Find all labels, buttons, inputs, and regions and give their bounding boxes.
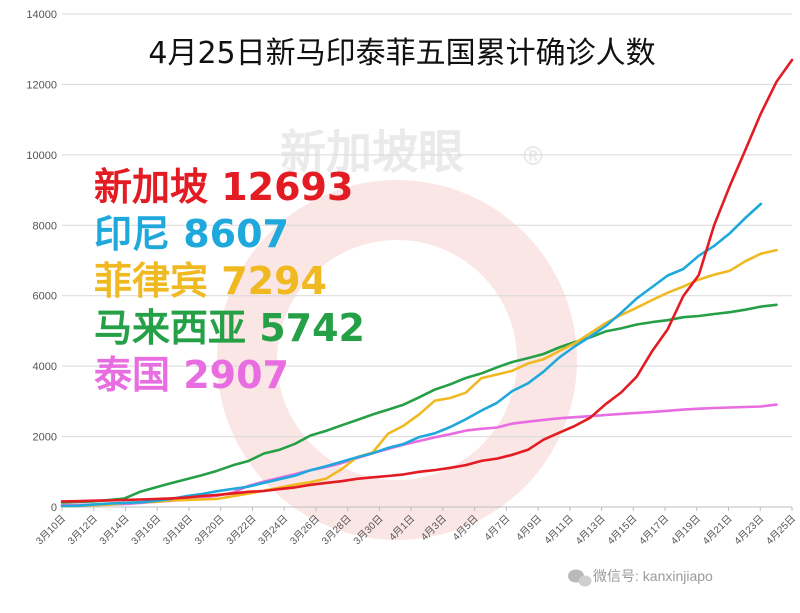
x-tick-label: 4月9日 <box>514 513 544 543</box>
x-tick-label: 4月19日 <box>668 513 702 547</box>
watermark: 新加坡眼 ® <box>217 125 577 540</box>
x-tick-label: 4月11日 <box>542 513 576 547</box>
x-tick-label: 3月12日 <box>65 513 99 547</box>
legend-entry: 印尼 8607 <box>94 212 289 256</box>
watermark-inner <box>277 240 517 480</box>
y-tick-label: 14000 <box>26 9 57 21</box>
y-tick-label: 10000 <box>26 150 57 162</box>
x-tick-label: 4月15日 <box>605 513 639 547</box>
watermark-text: 新加坡眼 <box>280 125 464 179</box>
x-tick-label: 3月24日 <box>256 513 290 547</box>
chart-title: 4月25日新马印泰菲五国累计确诊人数 <box>148 36 655 71</box>
x-tick-label: 3月20日 <box>192 513 226 547</box>
wechat-icon <box>568 569 592 587</box>
x-tick-label: 4月21日 <box>700 513 734 547</box>
x-tick-label: 3月16日 <box>129 513 163 547</box>
legend-entry: 马来西亚 5742 <box>94 306 365 350</box>
footer-text: 微信号: kanxinjiapo <box>593 568 713 584</box>
series-lines <box>60 58 794 508</box>
legend-entry: 新加坡 12693 <box>94 165 353 209</box>
x-tick-label: 4月17日 <box>637 513 671 547</box>
legend-entry: 泰国 2907 <box>94 353 289 397</box>
footer: 微信号: kanxinjiapo <box>568 568 713 587</box>
x-tick-label: 4月25日 <box>764 513 798 547</box>
y-tick-label: 6000 <box>33 291 57 303</box>
watermark-registered: ® <box>520 142 546 172</box>
y-tick-label: 0 <box>51 502 57 514</box>
x-tick-label: 3月10日 <box>34 513 68 547</box>
x-tick-label: 4月23日 <box>732 513 766 547</box>
series-line-3 <box>60 248 778 508</box>
x-tick-label: 4月13日 <box>573 513 607 547</box>
x-tick-label: 3月22日 <box>224 513 258 547</box>
y-tick-label: 2000 <box>33 432 57 444</box>
y-tick-label: 12000 <box>26 79 57 91</box>
series-line-1 <box>60 58 794 503</box>
x-tick-label: 3月26日 <box>288 513 322 547</box>
x-tick-label: 3月18日 <box>161 513 195 547</box>
series-line-4 <box>60 303 778 504</box>
y-axis: 0 2000 4000 6000 8000 10000 12000 14000 <box>26 9 57 514</box>
y-tick-label: 4000 <box>33 361 57 373</box>
x-tick-label: 3月14日 <box>97 513 131 547</box>
legend-entry: 菲律宾 7294 <box>94 259 327 303</box>
x-tick-label: 4月7日 <box>482 513 512 543</box>
y-tick-label: 8000 <box>33 220 57 232</box>
